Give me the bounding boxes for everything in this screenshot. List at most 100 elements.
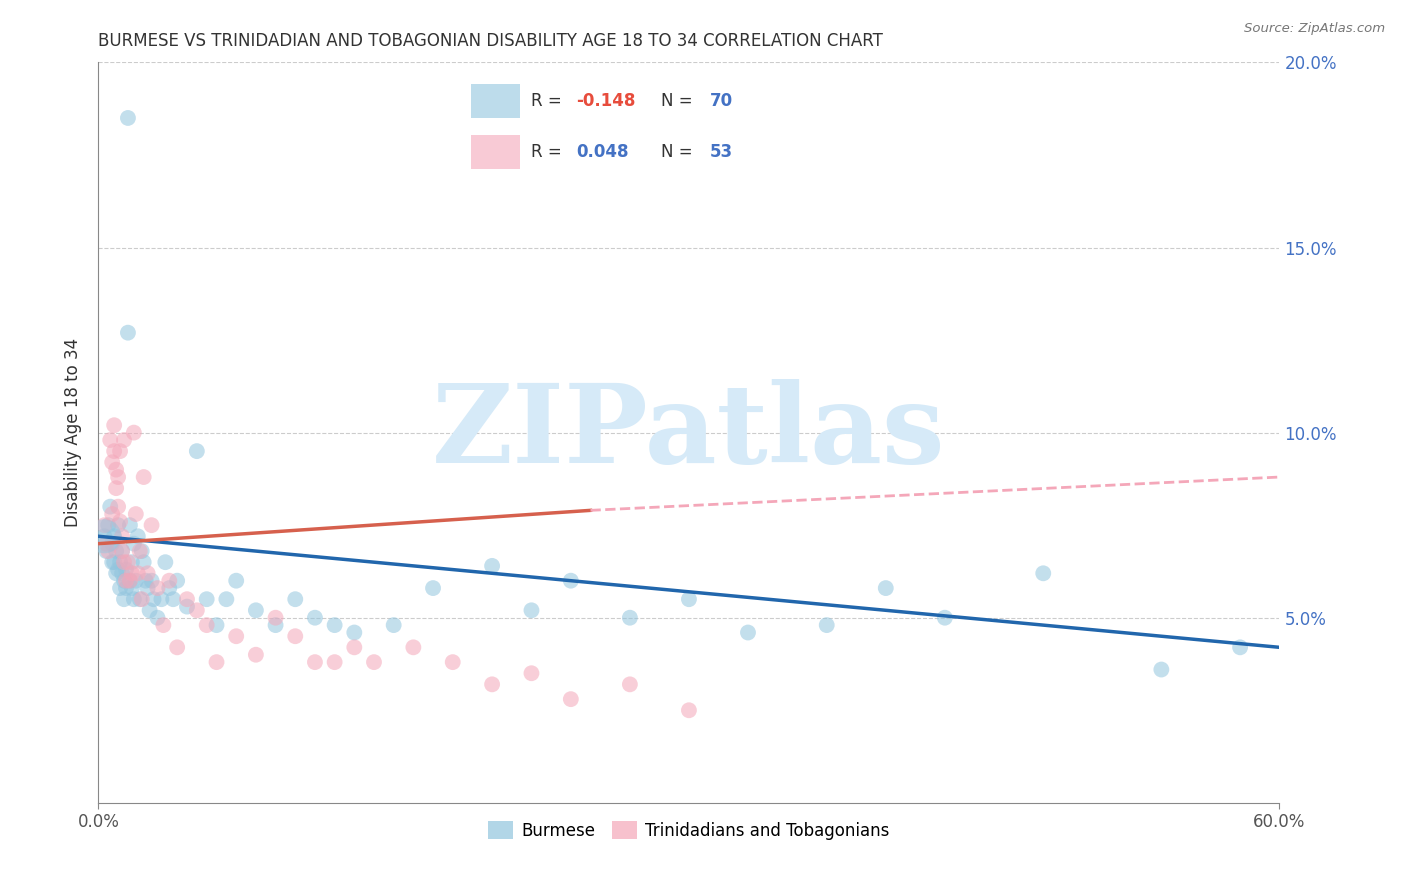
Point: [152, 618, 174, 632]
Point: [136, 581, 159, 595]
Point: [150, 592, 173, 607]
Point: [619, 677, 641, 691]
Point: [98, 500, 121, 514]
Point: [195, 618, 218, 632]
Point: [101, 555, 124, 569]
Point: [815, 618, 838, 632]
Point: [737, 625, 759, 640]
Point: [125, 574, 148, 588]
Point: [136, 566, 159, 581]
Point: [176, 599, 198, 614]
Point: [107, 563, 129, 577]
Point: [112, 433, 135, 447]
Point: [105, 462, 128, 476]
Point: [284, 629, 307, 643]
Point: [157, 581, 180, 595]
Point: [103, 529, 125, 543]
Point: [107, 500, 129, 514]
Point: [111, 529, 134, 543]
Point: [363, 655, 385, 669]
Point: [678, 592, 700, 607]
Point: [195, 592, 218, 607]
Point: [105, 566, 128, 581]
Point: [205, 618, 228, 632]
Point: [560, 692, 582, 706]
FancyBboxPatch shape: [471, 135, 520, 169]
Point: [146, 610, 169, 624]
Point: [205, 655, 228, 669]
Point: [343, 625, 366, 640]
Text: Source: ZipAtlas.com: Source: ZipAtlas.com: [1244, 22, 1385, 36]
Point: [481, 677, 503, 691]
Text: R =: R =: [531, 93, 567, 111]
Point: [382, 618, 405, 632]
Point: [101, 507, 124, 521]
Point: [264, 610, 287, 624]
Point: [132, 555, 155, 569]
Point: [115, 563, 138, 577]
Point: [1229, 640, 1251, 655]
Point: [93, 529, 115, 543]
Text: BURMESE VS TRINIDADIAN AND TOBAGONIAN DISABILITY AGE 18 TO 34 CORRELATION CHART: BURMESE VS TRINIDADIAN AND TOBAGONIAN DI…: [98, 32, 883, 50]
Point: [101, 455, 124, 469]
Point: [97, 518, 120, 533]
Text: N =: N =: [661, 143, 697, 161]
Point: [105, 544, 128, 558]
Text: ZIPatlas: ZIPatlas: [432, 379, 946, 486]
Point: [111, 566, 134, 581]
Point: [343, 640, 366, 655]
Point: [225, 574, 247, 588]
Point: [117, 555, 139, 569]
FancyBboxPatch shape: [471, 84, 520, 119]
Text: 53: 53: [710, 143, 733, 161]
Point: [108, 555, 131, 569]
Text: 0.048: 0.048: [576, 143, 628, 161]
Point: [323, 655, 346, 669]
Point: [105, 481, 128, 495]
Point: [112, 592, 135, 607]
Point: [127, 529, 149, 543]
Point: [131, 592, 153, 607]
Point: [441, 655, 464, 669]
Point: [934, 610, 956, 624]
Point: [96, 536, 118, 550]
Point: [1150, 663, 1173, 677]
Point: [115, 581, 138, 595]
Point: [141, 574, 163, 588]
Point: [122, 592, 145, 607]
Point: [146, 581, 169, 595]
Point: [117, 111, 139, 125]
Point: [138, 603, 160, 617]
Point: [186, 444, 208, 458]
Point: [225, 629, 247, 643]
Point: [111, 544, 134, 558]
Point: [245, 603, 267, 617]
Point: [155, 555, 177, 569]
Point: [520, 666, 543, 681]
Point: [118, 574, 141, 588]
Point: [323, 618, 346, 632]
Legend: Burmese, Trinidadians and Tobagonians: Burmese, Trinidadians and Tobagonians: [481, 814, 897, 847]
Point: [93, 529, 115, 543]
Point: [108, 444, 131, 458]
Point: [1032, 566, 1054, 581]
Point: [166, 574, 188, 588]
Point: [619, 610, 641, 624]
Point: [678, 703, 700, 717]
Point: [162, 592, 184, 607]
Point: [186, 603, 208, 617]
Point: [112, 574, 135, 588]
Point: [135, 574, 157, 588]
Point: [121, 581, 143, 595]
Point: [284, 592, 307, 607]
Point: [108, 515, 131, 529]
Point: [107, 470, 129, 484]
Point: [157, 574, 180, 588]
Point: [304, 610, 326, 624]
Point: [96, 544, 118, 558]
Point: [115, 574, 138, 588]
Point: [103, 418, 125, 433]
Point: [118, 518, 141, 533]
Point: [93, 518, 115, 533]
Point: [118, 574, 141, 588]
